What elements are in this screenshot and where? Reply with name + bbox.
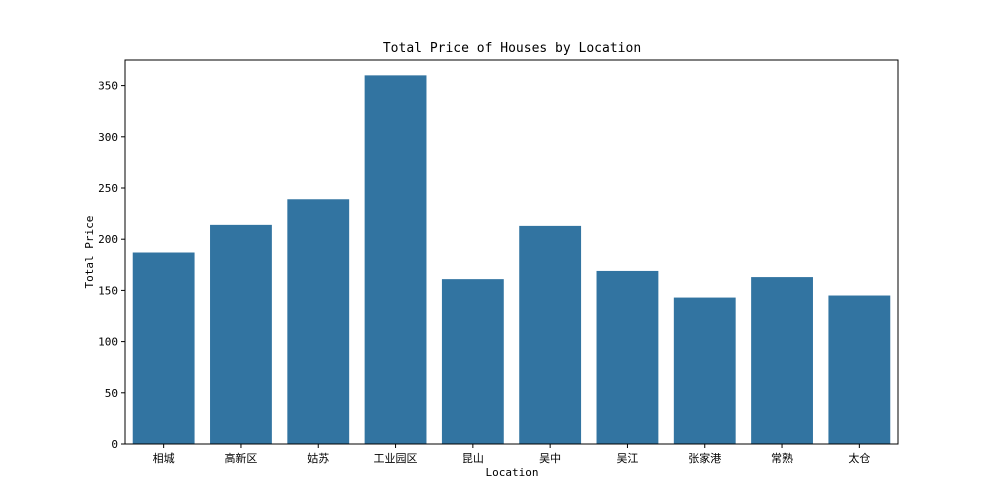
y-tick-label: 100 — [98, 336, 118, 349]
bar-2 — [287, 199, 350, 444]
y-tick-label: 300 — [98, 131, 118, 144]
x-tick-label: 昆山 — [462, 452, 484, 465]
y-tick-label: 0 — [111, 438, 118, 451]
y-tick-label: 250 — [98, 182, 118, 195]
chart-title: Total Price of Houses by Location — [383, 41, 641, 56]
bar-4 — [441, 279, 504, 444]
bars-layer — [132, 75, 891, 445]
y-tick-label: 200 — [98, 233, 118, 246]
x-tick-label: 姑苏 — [307, 452, 329, 465]
bar-0 — [132, 252, 195, 444]
y-axis: 0 50 100 150 200 250 300 350 — [98, 80, 125, 451]
x-tick-label: 吴江 — [616, 452, 638, 465]
y-tick-label: 50 — [105, 387, 118, 400]
x-tick-label: 相城 — [153, 452, 175, 465]
x-tick-label: 吴中 — [539, 452, 561, 465]
bar-5 — [519, 225, 582, 444]
bar-8 — [751, 277, 813, 444]
y-axis-title: Total Price — [83, 216, 96, 289]
bar-3 — [364, 75, 427, 445]
x-tick-label: 工业园区 — [374, 452, 418, 465]
x-tick-label: 常熟 — [771, 451, 793, 465]
x-tick-label: 高新区 — [224, 451, 257, 465]
x-axis-title: Location — [486, 466, 539, 479]
x-tick-label: 张家港 — [688, 451, 721, 465]
y-tick-label: 350 — [98, 80, 118, 93]
x-axis: 相城 高新区 姑苏 工业园区 昆山 吴中 吴江 张家港 常熟 太仓 — [153, 444, 870, 465]
bar-9 — [828, 295, 891, 444]
x-tick-label: 太仓 — [848, 451, 870, 465]
y-tick-label: 150 — [98, 284, 118, 297]
bar-1 — [210, 224, 272, 444]
bar-6 — [596, 270, 659, 444]
plot-frame — [124, 59, 899, 445]
bar-7 — [673, 297, 736, 444]
